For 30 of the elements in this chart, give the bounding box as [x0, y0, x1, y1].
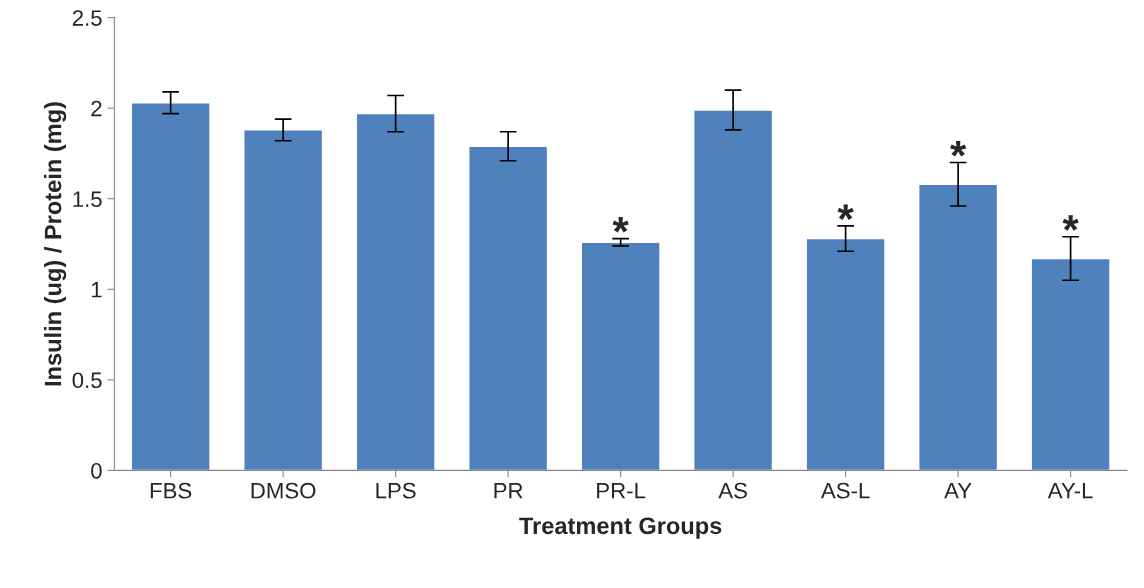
- bar: [355, 112, 436, 471]
- x-tick-label: PR: [494, 483, 523, 499]
- annotation: *: [837, 204, 854, 220]
- bar: [1030, 257, 1111, 471]
- y-tick-label: 2: [91, 100, 102, 117]
- y-tick-label: 1.5: [73, 191, 102, 208]
- x-tick-label: DMSO: [251, 482, 316, 499]
- annotation: *: [612, 217, 629, 233]
- bar: [243, 129, 324, 471]
- x-tick-label: AS: [718, 482, 747, 499]
- y-tick-label: 0: [91, 462, 102, 479]
- y-tick-label: 1: [91, 282, 102, 298]
- x-tick-label: LPS: [376, 482, 416, 499]
- bar: [693, 109, 774, 471]
- x-tick-label: AY: [944, 483, 972, 499]
- y-tick-label: 2.5: [72, 10, 102, 26]
- x-tick-label: FBS: [150, 482, 192, 499]
- annotation: *: [1062, 215, 1079, 231]
- x-tick-label: AY-L: [1047, 483, 1093, 499]
- x-tick-label: PR-L: [597, 483, 646, 499]
- y-tick-label: 0.5: [72, 372, 102, 389]
- bar: [580, 241, 661, 471]
- bar: [805, 237, 886, 471]
- bar: [918, 183, 999, 471]
- annotation: *: [950, 141, 967, 157]
- x-axis-title: Treatment Groups: [519, 517, 722, 539]
- y-axis-title: Insulin (ug) / Protein (mg): [44, 102, 67, 386]
- bar: [468, 145, 549, 471]
- bar: [130, 102, 211, 471]
- x-tick-label: AS-L: [820, 482, 870, 499]
